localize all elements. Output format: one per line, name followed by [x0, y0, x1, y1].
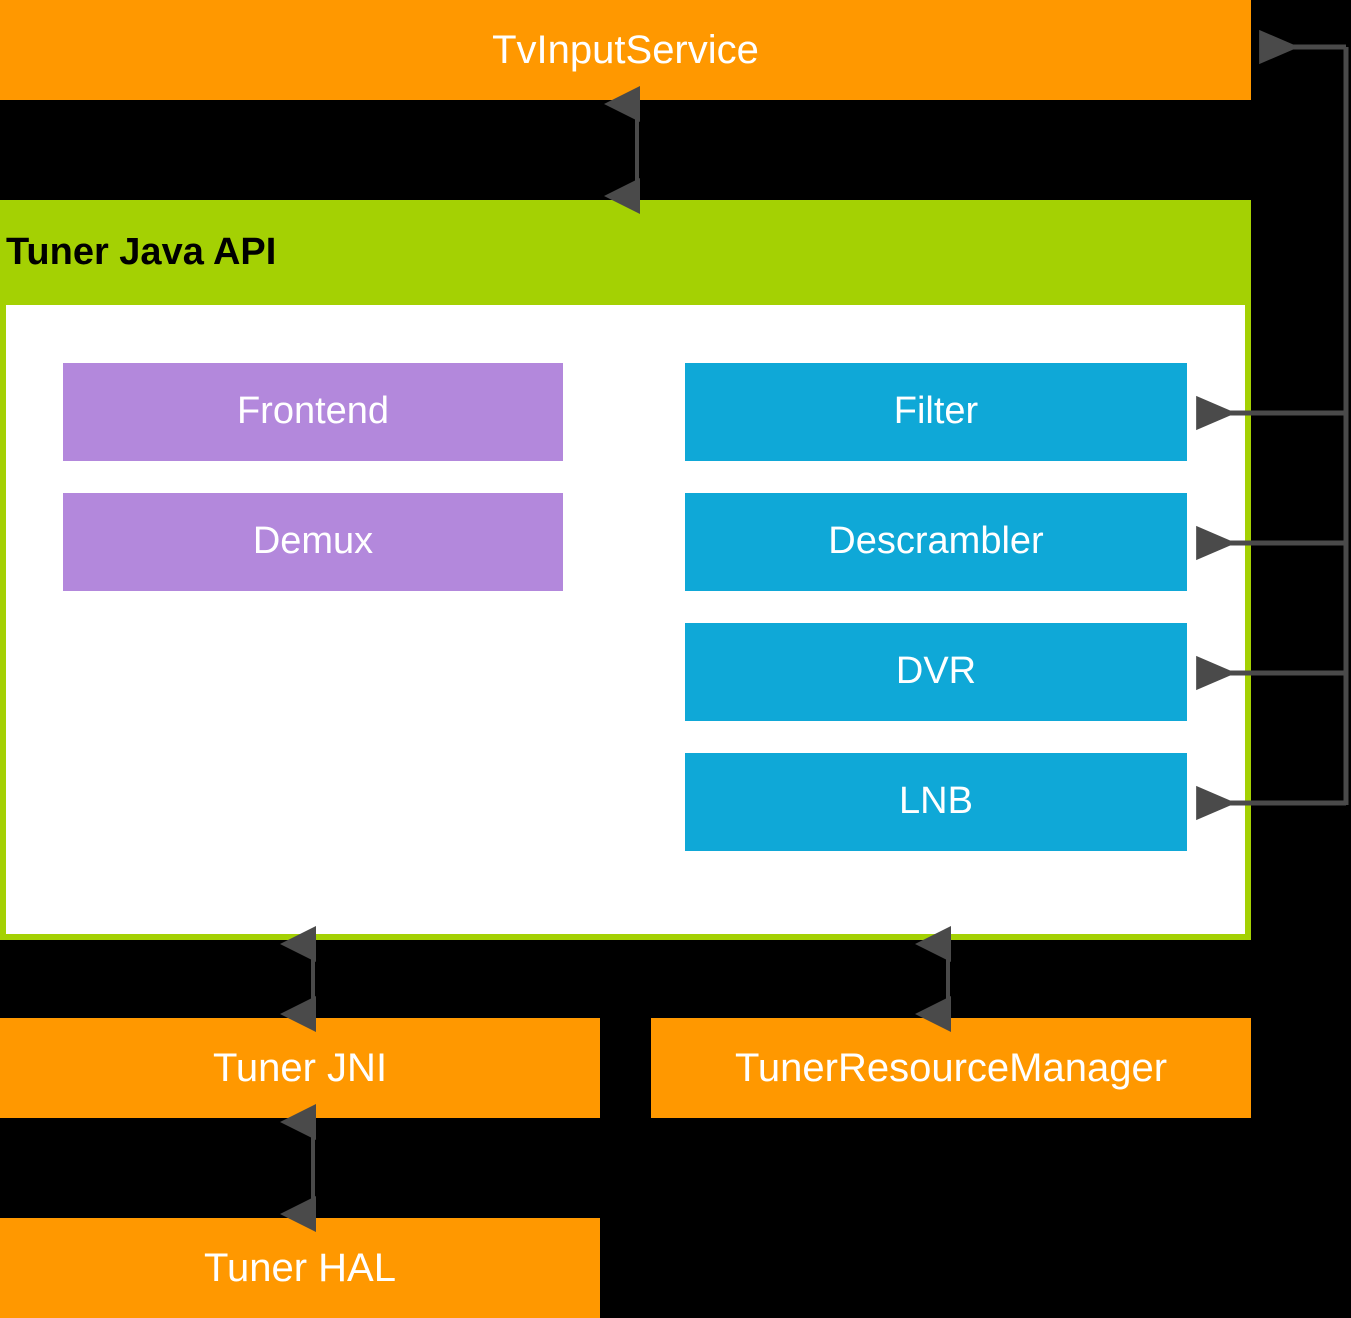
node-tuner-hal[interactable]: Tuner HAL	[0, 1218, 600, 1318]
node-tv-input-service-label: TvInputService	[492, 28, 759, 72]
node-tuner-jni[interactable]: Tuner JNI	[0, 1018, 600, 1118]
tuner-java-api-body-panel: Frontend Demux Filter Descrambler DVR LN…	[6, 305, 1245, 934]
component-frontend[interactable]: Frontend	[63, 363, 563, 461]
component-lnb[interactable]: LNB	[685, 753, 1187, 851]
component-filter-label: Filter	[893, 390, 979, 433]
component-dvr-label: DVR	[895, 650, 977, 693]
component-filter[interactable]: Filter	[685, 363, 1187, 461]
component-demux[interactable]: Demux	[63, 493, 563, 591]
node-tv-input-service[interactable]: TvInputService	[0, 0, 1251, 100]
node-tuner-hal-label: Tuner HAL	[204, 1246, 396, 1290]
node-tuner-java-api-title: Tuner Java API	[0, 200, 1251, 305]
component-dvr[interactable]: DVR	[685, 623, 1187, 721]
node-tuner-java-api-label: Tuner Java API	[6, 231, 277, 273]
component-descrambler[interactable]: Descrambler	[685, 493, 1187, 591]
component-demux-label: Demux	[252, 520, 374, 563]
node-tuner-jni-label: Tuner JNI	[212, 1046, 388, 1090]
node-tuner-java-api[interactable]: Tuner Java API Frontend Demux Filter Des…	[0, 200, 1251, 940]
component-lnb-label: LNB	[899, 780, 973, 823]
node-tuner-resource-manager[interactable]: TunerResourceManager	[651, 1018, 1251, 1118]
node-tuner-resource-manager-label: TunerResourceManager	[734, 1046, 1168, 1090]
component-frontend-label: Frontend	[236, 390, 390, 433]
component-descrambler-label: Descrambler	[828, 520, 1044, 563]
